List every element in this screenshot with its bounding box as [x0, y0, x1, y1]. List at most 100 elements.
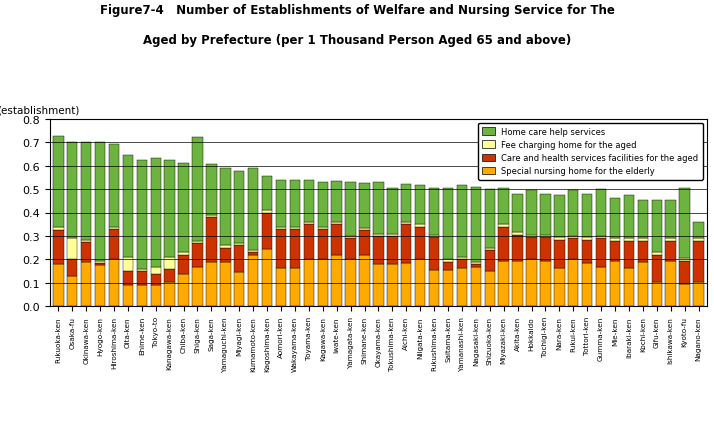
Bar [81, 143, 91, 240]
Bar [610, 261, 620, 307]
Bar [248, 253, 258, 255]
Bar [192, 267, 203, 307]
Bar [693, 239, 704, 241]
Bar [206, 165, 216, 216]
Bar [415, 225, 426, 227]
Bar [262, 210, 272, 213]
Bar [401, 222, 411, 225]
Bar [136, 160, 147, 269]
Text: Figure7-4   Number of Establishments of Welfare and Nursing Service for The: Figure7-4 Number of Establishments of We… [99, 4, 615, 17]
Bar [290, 268, 300, 307]
Bar [540, 194, 550, 235]
Bar [234, 246, 244, 273]
Bar [415, 227, 426, 260]
Bar [568, 236, 578, 239]
Bar [680, 285, 690, 307]
Bar [276, 227, 286, 229]
Bar [109, 260, 119, 307]
Bar [178, 253, 188, 255]
Bar [652, 200, 662, 253]
Bar [526, 260, 537, 307]
Bar [638, 262, 648, 307]
Bar [290, 227, 300, 229]
Bar [67, 260, 77, 276]
Bar [234, 172, 244, 243]
Bar [331, 181, 342, 222]
Bar [276, 180, 286, 227]
Bar [429, 238, 439, 271]
Bar [318, 229, 328, 260]
Bar [359, 184, 370, 228]
Bar [665, 261, 676, 307]
Bar [596, 267, 606, 307]
Bar [123, 155, 133, 257]
Bar [303, 222, 314, 225]
Bar [624, 268, 634, 307]
Bar [387, 234, 398, 236]
Bar [457, 257, 467, 260]
Bar [248, 168, 258, 250]
Bar [498, 227, 509, 261]
Bar [582, 240, 593, 263]
Bar [67, 276, 77, 307]
Bar [624, 241, 634, 268]
Bar [318, 182, 328, 227]
Bar [109, 227, 119, 229]
Bar [443, 260, 453, 262]
Bar [401, 225, 411, 263]
Bar [81, 240, 91, 242]
Bar [387, 236, 398, 265]
Bar [457, 268, 467, 307]
Bar [471, 267, 481, 307]
Bar [540, 238, 550, 261]
Bar [513, 233, 523, 235]
Bar [331, 225, 342, 255]
Bar [164, 269, 175, 282]
Bar [178, 274, 188, 307]
Bar [123, 272, 133, 285]
Bar [346, 260, 356, 307]
Bar [471, 265, 481, 267]
Bar [303, 260, 314, 307]
Text: (establishment): (establishment) [0, 106, 80, 115]
Bar [568, 191, 578, 236]
Bar [680, 188, 690, 259]
Bar [53, 230, 64, 265]
Bar [596, 239, 606, 267]
Bar [693, 282, 704, 307]
Bar [192, 243, 203, 267]
Bar [303, 180, 314, 222]
Bar [638, 200, 648, 239]
Bar [318, 260, 328, 307]
Bar [457, 186, 467, 257]
Bar [359, 228, 370, 230]
Bar [53, 137, 64, 227]
Bar [234, 243, 244, 246]
Bar [95, 261, 105, 263]
Bar [624, 196, 634, 239]
Bar [443, 188, 453, 260]
Bar [429, 235, 439, 238]
Bar [290, 229, 300, 268]
Bar [373, 182, 383, 234]
Bar [596, 190, 606, 236]
Bar [318, 227, 328, 229]
Bar [638, 241, 648, 262]
Bar [359, 230, 370, 255]
Bar [513, 235, 523, 261]
Bar [373, 265, 383, 307]
Bar [582, 194, 593, 238]
Bar [151, 159, 161, 267]
Bar [693, 241, 704, 282]
Bar [638, 239, 648, 241]
Bar [262, 177, 272, 210]
Bar [109, 145, 119, 227]
Bar [582, 238, 593, 240]
Bar [331, 255, 342, 307]
Bar [123, 285, 133, 307]
Bar [95, 263, 105, 266]
Bar [303, 225, 314, 260]
Bar [387, 188, 398, 234]
Bar [248, 255, 258, 307]
Bar [665, 200, 676, 239]
